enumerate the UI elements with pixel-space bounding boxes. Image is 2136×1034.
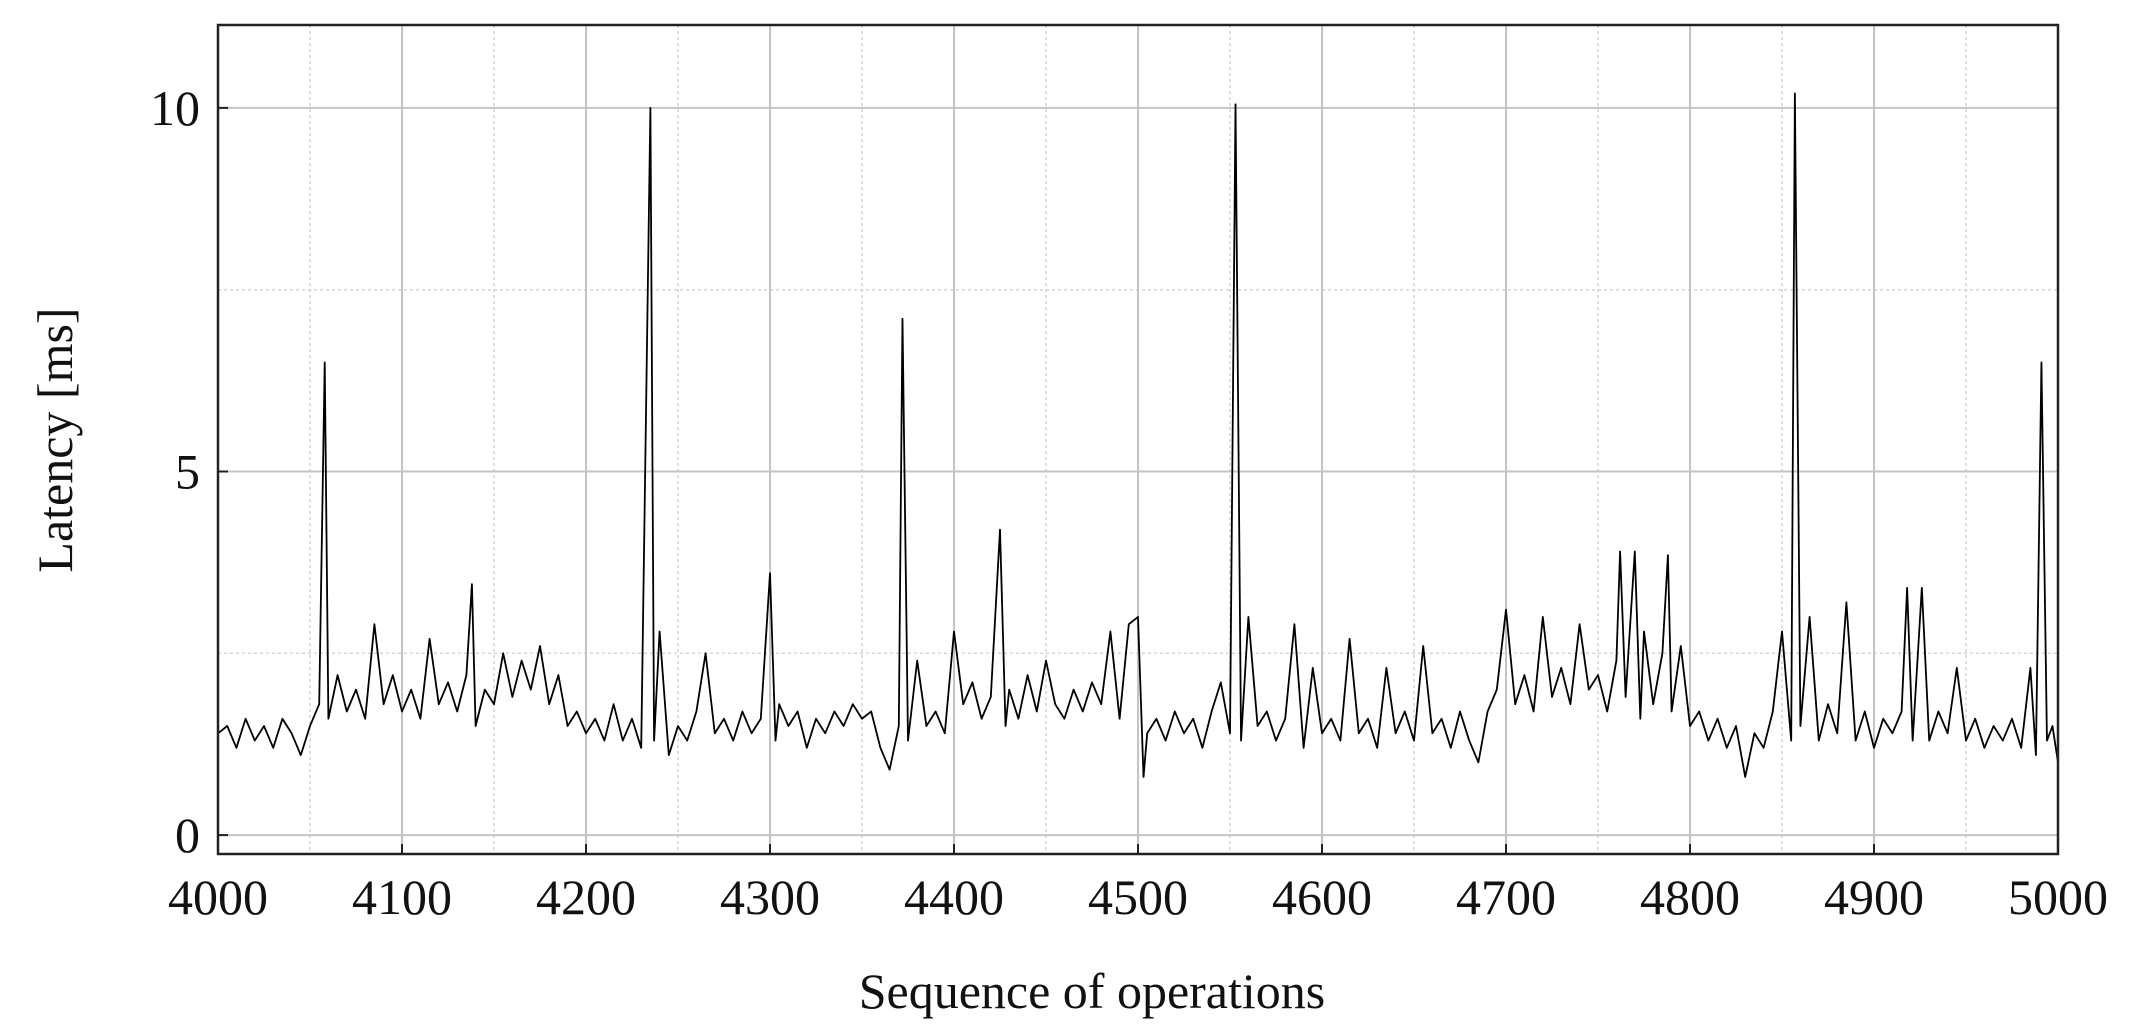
y-tick-label: 10 [150,80,200,136]
x-tick-label: 4900 [1824,869,1924,925]
x-tick-label: 5000 [2008,869,2108,925]
x-tick-label: 4700 [1456,869,1556,925]
x-tick-label: 4100 [352,869,452,925]
y-tick-label: 5 [175,443,200,499]
x-tick-label: 4000 [168,869,268,925]
x-tick-label: 4300 [720,869,820,925]
x-axis-label: Sequence of operations [859,963,1326,1019]
y-axis-label: Latency [ms] [27,307,83,572]
x-tick-label: 4200 [536,869,636,925]
x-tick-label: 4500 [1088,869,1188,925]
plot-frame [216,23,2060,856]
x-tick-label: 4600 [1272,869,1372,925]
latency-line [217,92,2059,778]
x-tick-label: 4800 [1640,869,1740,925]
y-tick-label: 0 [175,807,200,863]
x-tick-label: 4400 [904,869,1004,925]
